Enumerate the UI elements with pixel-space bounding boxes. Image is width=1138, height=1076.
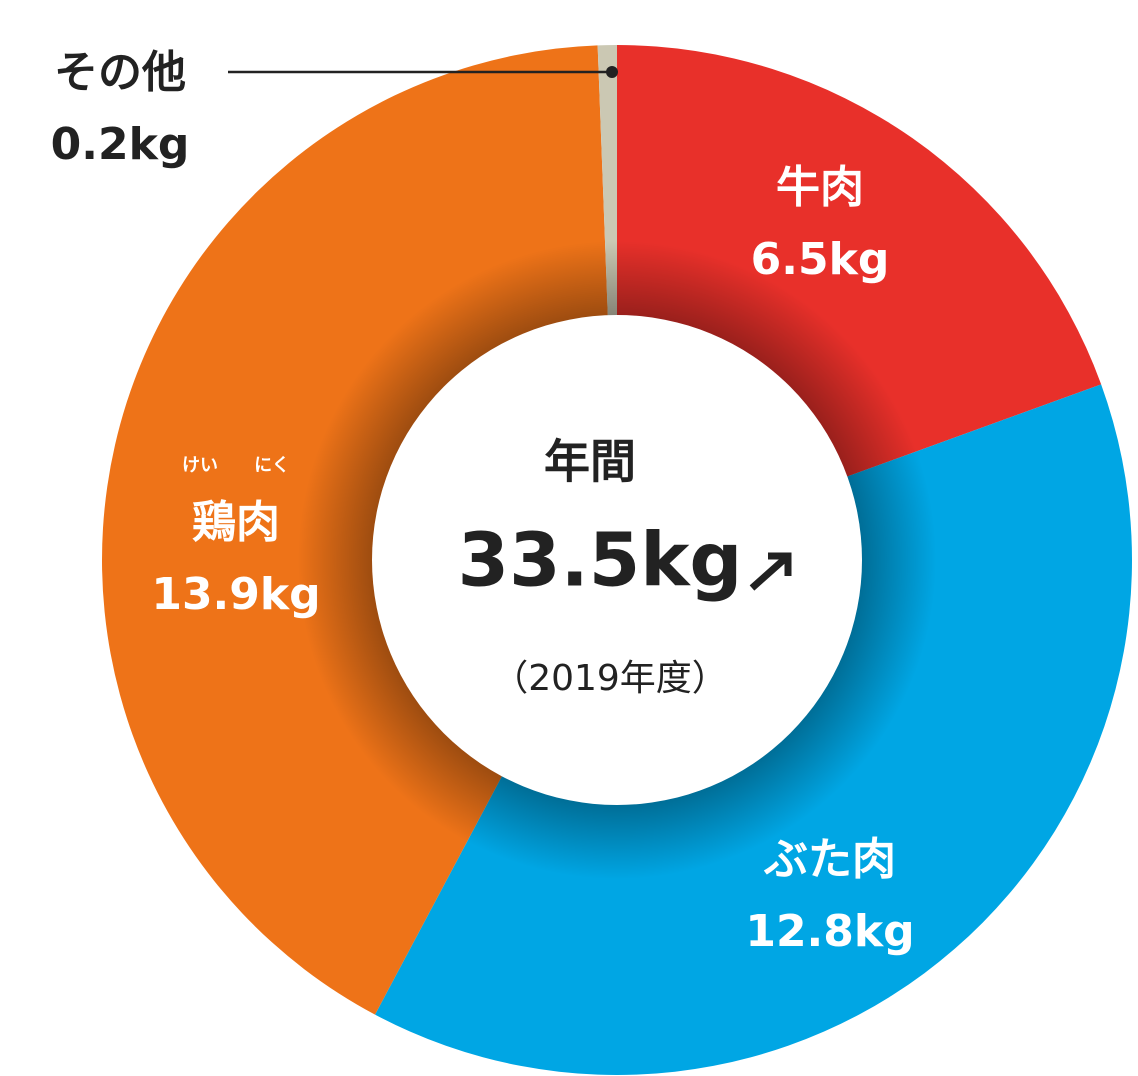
trend-arrow (749, 552, 792, 591)
slice-label: 牛肉 (776, 162, 864, 213)
center-total: 33.5kg (458, 518, 743, 604)
value-label: 12.8kg (745, 906, 914, 957)
center-year: （2019年度） (492, 658, 728, 699)
leader-dot (606, 66, 618, 78)
slice-label: その他 (54, 47, 186, 98)
ruby: にく (254, 455, 290, 476)
center-title: 年間 (544, 435, 636, 489)
value-label: 0.2kg (51, 119, 190, 170)
ruby: けい (182, 455, 218, 476)
donut-hole (372, 315, 862, 805)
slice-label: 鶏肉 (192, 497, 280, 548)
value-label: 6.5kg (751, 234, 890, 285)
value-label: 13.9kg (151, 569, 320, 620)
slice-label: ぶた肉 (763, 834, 896, 885)
